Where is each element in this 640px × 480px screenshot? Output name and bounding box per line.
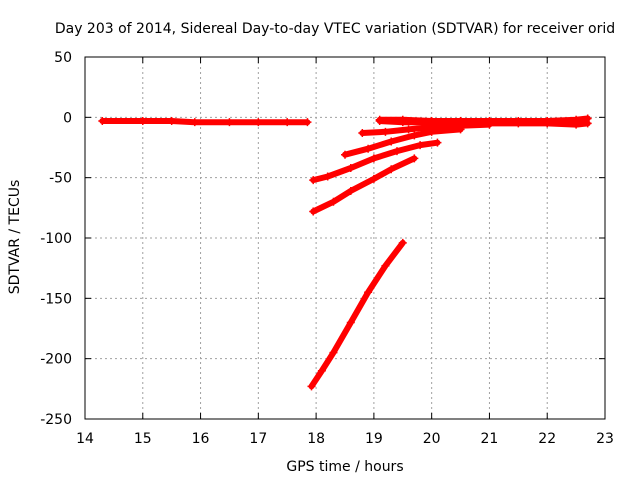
data-point-marker xyxy=(410,154,419,163)
data-point-marker xyxy=(427,127,436,136)
series-track-8 xyxy=(307,238,407,391)
y-tick-label: -150 xyxy=(40,291,72,307)
series-track-6 xyxy=(309,138,442,185)
data-point-marker xyxy=(254,118,263,127)
data-point-marker xyxy=(138,116,147,125)
y-tick-label: -200 xyxy=(40,352,72,368)
data-point-marker xyxy=(387,165,396,174)
data-point-marker xyxy=(303,118,312,127)
data-point-marker xyxy=(317,366,326,375)
data-point-marker xyxy=(387,137,396,146)
x-axis-label: GPS time / hours xyxy=(286,459,403,475)
data-point-marker xyxy=(309,207,318,216)
y-tick-label: -50 xyxy=(49,171,72,187)
y-tick-label: -250 xyxy=(40,412,72,428)
data-point-marker xyxy=(433,138,442,147)
x-tick-label: 18 xyxy=(307,431,325,447)
data-point-marker xyxy=(364,288,373,297)
data-point-marker xyxy=(190,118,199,127)
data-point-marker xyxy=(98,116,107,125)
series-track-1 xyxy=(98,116,312,127)
data-point-marker xyxy=(456,125,465,134)
x-tick-label: 20 xyxy=(423,431,441,447)
data-point-marker xyxy=(410,131,419,140)
x-tick-label: 22 xyxy=(538,431,556,447)
x-tick-label: 14 xyxy=(76,431,94,447)
data-point-marker xyxy=(398,238,407,247)
y-tick-label: 50 xyxy=(54,50,72,66)
data-point-marker xyxy=(346,164,355,173)
data-point-marker xyxy=(341,150,349,159)
data-point-marker xyxy=(167,116,176,125)
y-tick-label: -100 xyxy=(40,231,72,247)
data-point-marker xyxy=(329,197,338,206)
data-point-marker xyxy=(514,119,523,128)
series-track-5 xyxy=(341,125,465,159)
chart-title: Day 203 of 2014, Sidereal Day-to-day VTE… xyxy=(55,21,615,37)
data-point-marker xyxy=(369,154,378,163)
data-point-marker xyxy=(398,118,407,127)
data-series xyxy=(98,114,592,391)
series-track-7 xyxy=(309,154,419,216)
series-track-4 xyxy=(358,120,494,138)
y-tick-label: 0 xyxy=(63,110,72,126)
data-point-marker xyxy=(393,147,401,156)
data-point-marker xyxy=(572,120,581,129)
x-tick-label: 21 xyxy=(481,431,499,447)
x-tick-label: 16 xyxy=(192,431,210,447)
data-point-marker xyxy=(543,119,552,128)
data-point-marker xyxy=(346,318,355,327)
data-point-marker xyxy=(225,118,234,127)
data-point-marker xyxy=(323,172,332,181)
series-line xyxy=(310,155,418,215)
series-line xyxy=(342,126,464,158)
data-point-marker xyxy=(583,119,592,128)
series-line xyxy=(308,239,406,390)
data-point-marker xyxy=(283,118,292,127)
data-point-marker xyxy=(364,144,373,153)
axis-ticks: 14 15 16 17 18 19 20 21 22 23 -250 -200 -150 -100 -50 0… xyxy=(40,50,614,447)
x-tick-label: 19 xyxy=(365,431,383,447)
data-point-marker xyxy=(358,129,367,138)
data-point-marker xyxy=(381,127,390,136)
data-point-marker xyxy=(404,125,413,134)
data-point-marker xyxy=(329,348,338,357)
x-tick-label: 23 xyxy=(596,431,614,447)
x-tick-label: 15 xyxy=(134,431,152,447)
data-point-marker xyxy=(416,141,425,150)
grid-lines xyxy=(85,57,605,419)
data-point-marker xyxy=(346,186,355,195)
data-point-marker xyxy=(375,116,384,125)
series-line xyxy=(99,118,311,126)
data-point-marker xyxy=(485,120,494,129)
y-axis-label: SDTVAR / TECUs xyxy=(7,180,23,295)
data-point-marker xyxy=(309,176,318,185)
data-point-marker xyxy=(381,261,390,270)
x-tick-label: 17 xyxy=(249,431,267,447)
data-point-marker xyxy=(307,382,316,391)
data-point-marker xyxy=(369,174,378,183)
